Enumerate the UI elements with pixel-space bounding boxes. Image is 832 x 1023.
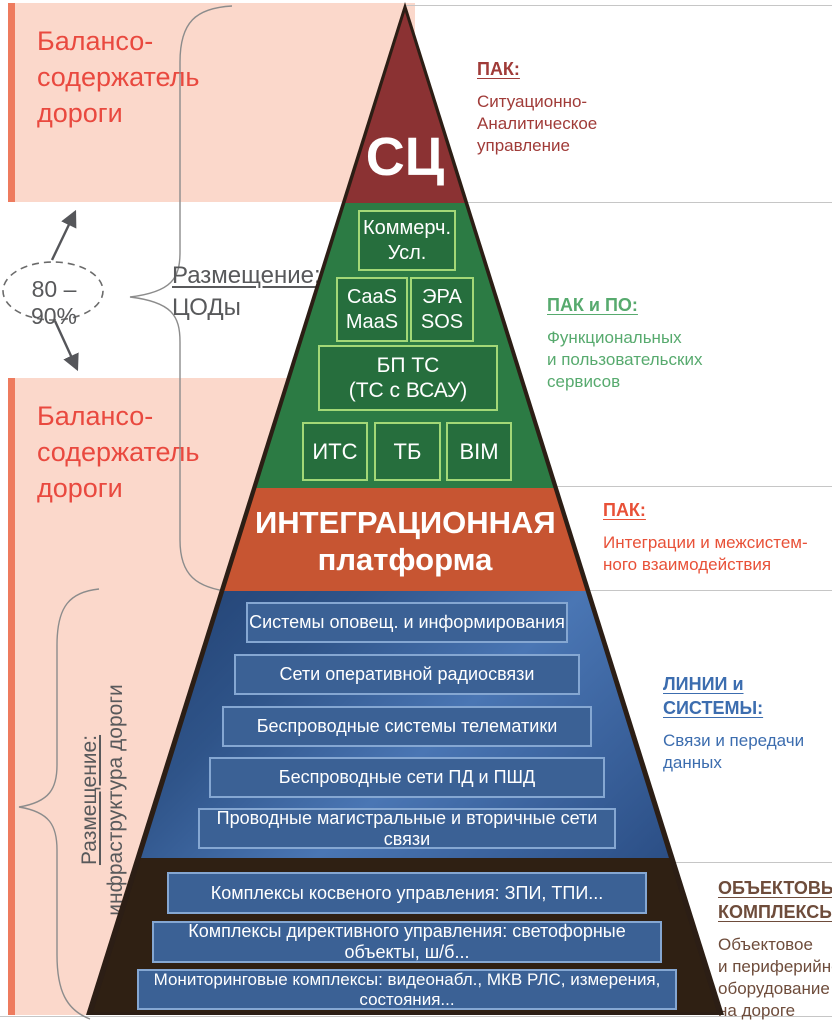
divider-line-bottom <box>0 1016 832 1017</box>
label-situation-management: ПАК: Ситуационно- Аналитическое управлен… <box>477 57 597 157</box>
network-layer-bar: Проводные магистральные и вторичные сети… <box>198 808 616 849</box>
object-layer-bar: Комплексы директивного управления: свето… <box>152 921 662 963</box>
label-body: Ситуационно- Аналитическое управление <box>477 92 598 155</box>
box-its: ИТС <box>302 422 368 481</box>
box-tb: ТБ <box>374 422 441 481</box>
network-layer-bar: Сети оперативной радиосвязи <box>234 654 580 695</box>
label-title: ПАК: <box>603 500 646 520</box>
label-object-complexes: ОБЪЕКТОВЫЕ КОМПЛЕКСЫ: Объектовое и периф… <box>718 876 832 1022</box>
label-title: ПАК: <box>477 59 520 79</box>
placement-datacenters-note: Размещение: ЦОДы <box>172 260 321 324</box>
label-integration: ПАК: Интеграции и межсистем- ного взаимо… <box>603 498 808 576</box>
label-title: ПАК и ПО: <box>547 295 638 315</box>
balance-holder-label-bottom: Балансо- содержатель дороги <box>37 401 200 503</box>
label-body: Объектовое и периферийное оборудование н… <box>718 935 832 1020</box>
balance-holder-panel-top: Балансо- содержатель дороги <box>8 3 415 202</box>
situation-center-title: СЦ <box>365 127 445 187</box>
placement-datacenters-title: Размещение: <box>172 262 321 289</box>
divider-line <box>635 862 832 863</box>
brace-lower <box>18 588 100 1020</box>
placement-road-title: Размещение: <box>78 734 101 866</box>
percent-ellipse <box>2 261 104 321</box>
divider-line <box>430 202 832 203</box>
label-functional-services: ПАК и ПО: Функциональных и пользовательс… <box>547 293 702 393</box>
label-lines-systems: ЛИНИИ и СИСТЕМЫ: Связи и передачи данных <box>663 672 804 774</box>
network-layer-bar: Беспроводные системы телематики <box>222 706 592 747</box>
label-body: Интеграции и межсистем- ного взаимодейст… <box>603 533 808 574</box>
box-bpts: БП ТС (ТС с ВСАУ) <box>318 345 498 411</box>
box-bim: BIM <box>446 422 512 481</box>
label-body: Функциональных и пользовательских сервис… <box>547 328 703 391</box>
box-caas-maas: CaaS MaaS <box>336 277 408 342</box>
box-commercial-services: Коммерч. Усл. <box>358 210 456 271</box>
network-layer-bar: Системы оповещ. и информирования <box>246 602 568 643</box>
divider-line <box>405 5 832 6</box>
placement-datacenters-body: ЦОДы <box>172 294 241 321</box>
arrow-up <box>50 209 77 261</box>
divider-line <box>520 486 832 487</box>
percent-badge: 80 – 90% <box>30 276 78 329</box>
box-era-sos: ЭРА SOS <box>410 277 474 342</box>
label-title: ОБЪЕКТОВЫЕ КОМПЛЕКСЫ: <box>718 878 832 922</box>
brace-upper <box>129 5 233 593</box>
placement-road-body: инфраструктура дороги <box>104 684 127 916</box>
balance-holder-label-top: Балансо- содержатель дороги <box>37 26 200 128</box>
divider-line <box>555 590 832 591</box>
arrow-down <box>53 320 79 372</box>
integration-platform-title: ИНТЕГРАЦИОННАЯ платформа <box>255 505 556 577</box>
label-title: ЛИНИИ и СИСТЕМЫ: <box>663 674 764 718</box>
object-layer-bar: Мониторинговые комплексы: видеонабл., МК… <box>137 969 677 1010</box>
label-body: Связи и передачи данных <box>663 731 805 772</box>
object-layer-bar: Комплексы косвеного управления: ЗПИ, ТПИ… <box>167 872 647 914</box>
network-layer-bar: Беспроводные сети ПД и ПШД <box>209 757 605 798</box>
